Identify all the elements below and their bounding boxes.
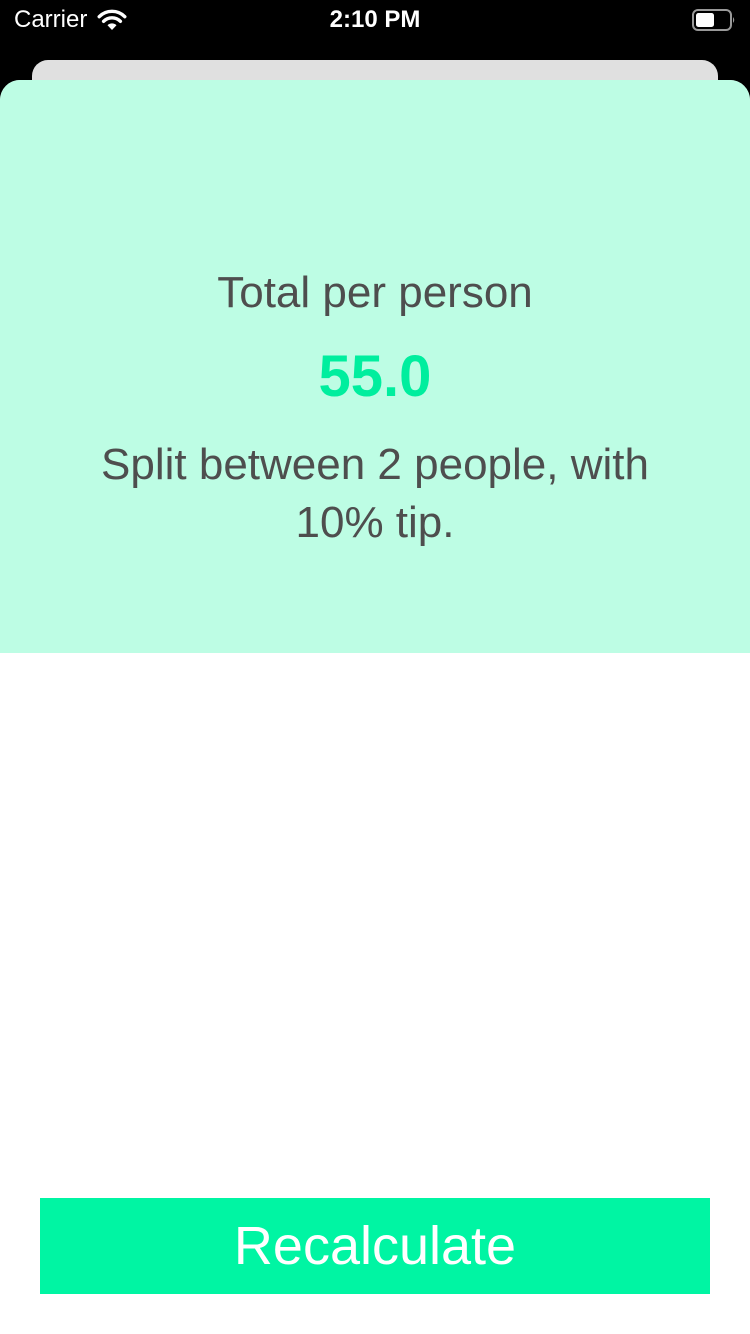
- carrier-label: Carrier: [14, 6, 88, 33]
- wifi-icon: [97, 9, 127, 30]
- status-bar: Carrier 2:10 PM: [0, 0, 750, 40]
- total-per-person-label: Total per person: [217, 268, 533, 317]
- carrier-group: Carrier: [14, 6, 129, 34]
- total-per-person-value: 55.0: [318, 344, 432, 409]
- recalculate-button[interactable]: Recalculate: [40, 1198, 710, 1294]
- status-time: 2:10 PM: [329, 6, 421, 33]
- battery-icon: [692, 9, 735, 31]
- split-settings-text: Split between 2 people, with 10% tip.: [101, 440, 649, 547]
- result-panel: Total per person 55.0 Split between 2 pe…: [0, 80, 750, 653]
- result-sheet: Total per person 55.0 Split between 2 pe…: [0, 80, 750, 1334]
